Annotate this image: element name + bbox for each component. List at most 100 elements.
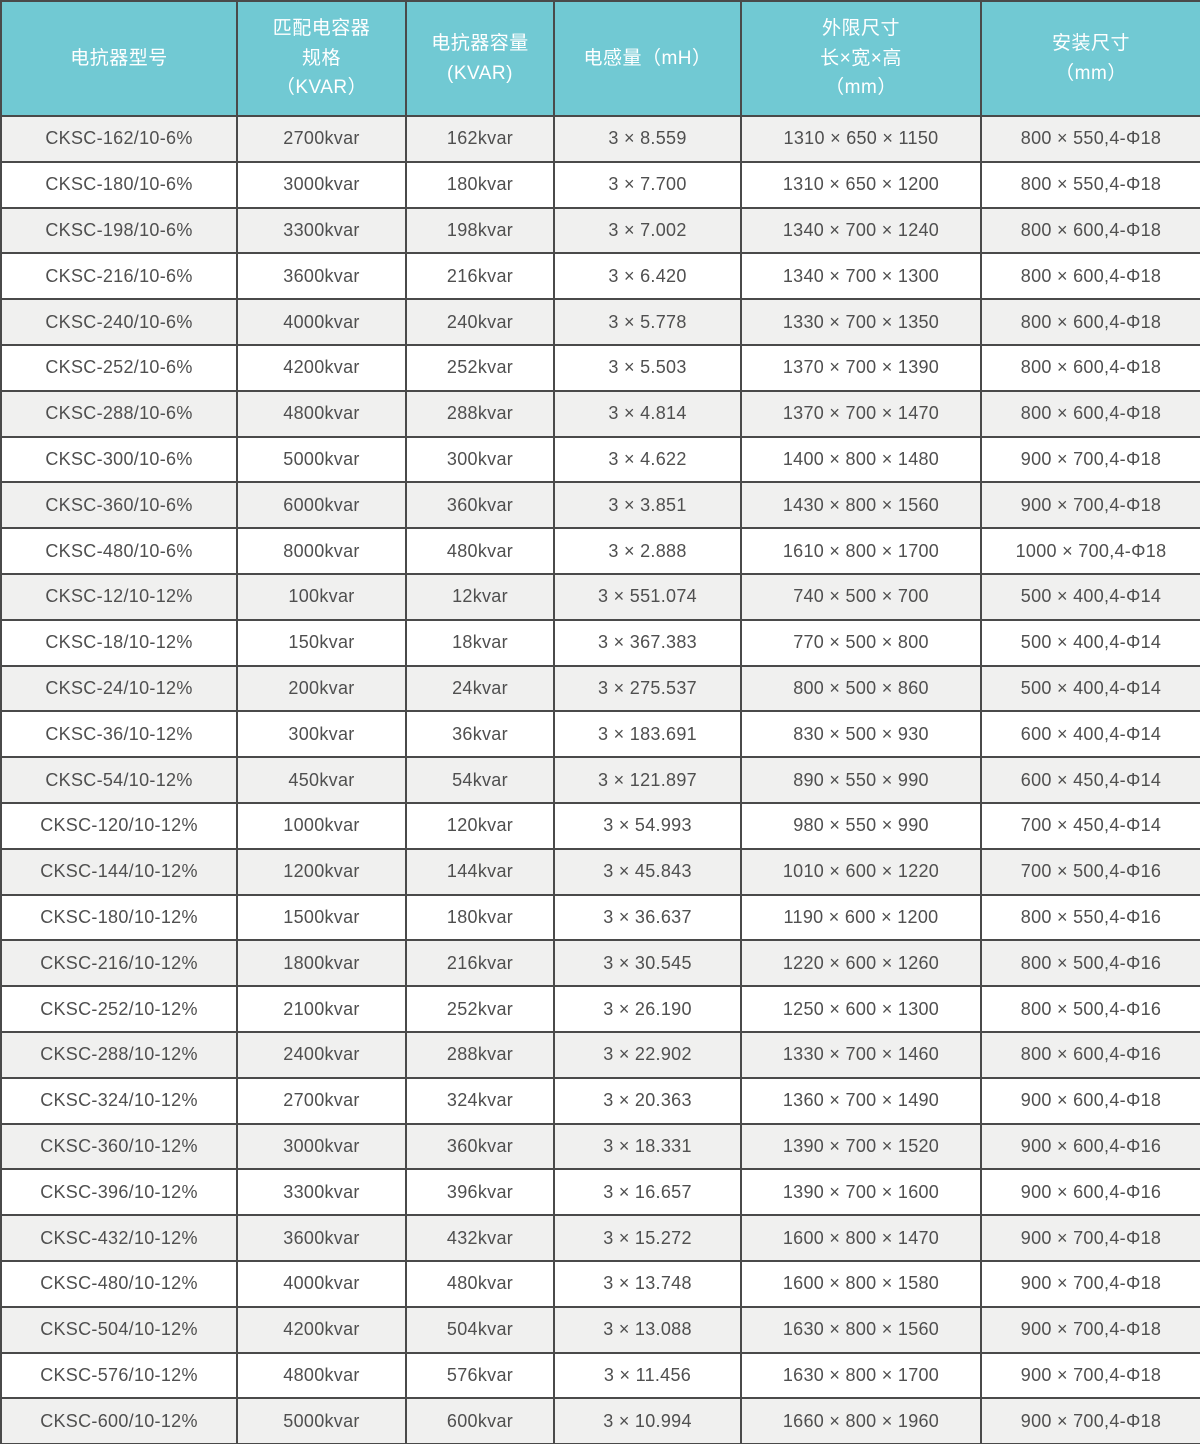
table-row: CKSC-288/10-12% 2400kvar 288kvar 3 × 22.902…: [0, 1030, 1200, 1079]
table-cell: CKSC-240/10-6%: [0, 298, 238, 346]
table-cell: CKSC-216/10-6%: [0, 252, 238, 301]
table-row: CKSC-288/10-6% 4800kvar 288kvar 3 × 4.814 13…: [0, 389, 1200, 438]
table-cell: 1370 × 700 × 1470: [740, 389, 982, 438]
table-row: CKSC-216/10-12% 1800kvar 216kvar 3 × 30.545…: [0, 939, 1200, 988]
table-cell: 3000kvar: [236, 1122, 407, 1171]
table-cell: CKSC-144/10-12%: [0, 847, 238, 896]
table-row: CKSC-36/10-12% 300kvar 36kvar 3 × 183.691 83…: [0, 710, 1200, 759]
table-body: CKSC-162/10-6% 2700kvar 162kvar 3 × 8.559 13…: [0, 115, 1200, 1444]
table-cell: 3 × 275.537: [553, 664, 742, 713]
table-cell: 1010 × 600 × 1220: [740, 847, 982, 896]
table-cell: CKSC-576/10-12%: [0, 1351, 238, 1400]
table-cell: 3 × 5.503: [553, 343, 742, 392]
table-cell: CKSC-24/10-12%: [0, 664, 238, 713]
table-cell: CKSC-396/10-12%: [0, 1168, 238, 1217]
table-cell: CKSC-120/10-12%: [0, 801, 238, 850]
table-row: CKSC-432/10-12% 3600kvar 432kvar 3 × 15.272…: [0, 1214, 1200, 1262]
table-cell: 600kvar: [405, 1397, 555, 1444]
table-cell: 3 × 45.843: [553, 847, 742, 896]
table-cell: 3 × 10.994: [553, 1397, 742, 1444]
table-cell: 1200kvar: [236, 847, 407, 896]
table-cell: 432kvar: [405, 1214, 555, 1262]
table-cell: 500 × 400,4-Φ14: [980, 572, 1200, 621]
table-cell: 18kvar: [405, 618, 555, 667]
table-row: CKSC-252/10-6% 4200kvar 252kvar 3 × 5.503 13…: [0, 343, 1200, 392]
table-cell: CKSC-504/10-12%: [0, 1305, 238, 1354]
table-cell: CKSC-480/10-12%: [0, 1259, 238, 1308]
table-cell: 200kvar: [236, 664, 407, 713]
table-cell: 2700kvar: [236, 1076, 407, 1125]
table-cell: 800 × 600,4-Φ16: [980, 1030, 1200, 1079]
table-row: CKSC-216/10-6% 3600kvar 216kvar 3 × 6.420 13…: [0, 252, 1200, 301]
table-cell: CKSC-600/10-12%: [0, 1397, 238, 1444]
table-cell: 8000kvar: [236, 527, 407, 575]
table-cell: 3 × 6.420: [553, 252, 742, 301]
col-header-model: 电抗器型号: [0, 0, 238, 117]
table-cell: CKSC-180/10-12%: [0, 893, 238, 942]
table-cell: 800 × 550,4-Φ18: [980, 115, 1200, 163]
table-cell: 1800kvar: [236, 939, 407, 988]
col-header-mount-size: 安装尺寸 （mm）: [980, 0, 1200, 117]
table-cell: 4000kvar: [236, 1259, 407, 1308]
table-cell: 1340 × 700 × 1300: [740, 252, 982, 301]
table-cell: 54kvar: [405, 756, 555, 804]
table-row: CKSC-324/10-12% 2700kvar 324kvar 3 × 20.363…: [0, 1076, 1200, 1125]
table-cell: CKSC-36/10-12%: [0, 710, 238, 759]
table-cell: 150kvar: [236, 618, 407, 667]
table-cell: 360kvar: [405, 1122, 555, 1171]
table-cell: 1250 × 600 × 1300: [740, 985, 982, 1033]
table-cell: CKSC-288/10-6%: [0, 389, 238, 438]
table-cell: 800 × 600,4-Φ18: [980, 389, 1200, 438]
table-cell: 900 × 700,4-Φ18: [980, 481, 1200, 530]
table-cell: 800 × 550,4-Φ18: [980, 160, 1200, 209]
table-cell: 800 × 500 × 860: [740, 664, 982, 713]
table-cell: 300kvar: [236, 710, 407, 759]
table-cell: CKSC-162/10-6%: [0, 115, 238, 163]
table-header-row: 电抗器型号 匹配电容器 规格 （KVAR） 电抗器容量 (KVAR) 电感量（m…: [0, 0, 1200, 117]
table-cell: 480kvar: [405, 527, 555, 575]
table-cell: 900 × 600,4-Φ16: [980, 1122, 1200, 1171]
table-cell: 1630 × 800 × 1560: [740, 1305, 982, 1354]
table-cell: 36kvar: [405, 710, 555, 759]
table-cell: 600 × 400,4-Φ14: [980, 710, 1200, 759]
table-cell: 900 × 700,4-Φ18: [980, 1351, 1200, 1400]
table-cell: 576kvar: [405, 1351, 555, 1400]
table-cell: 3300kvar: [236, 1168, 407, 1217]
table-cell: 180kvar: [405, 160, 555, 209]
table-cell: 1390 × 700 × 1600: [740, 1168, 982, 1217]
table-cell: 3 × 7.700: [553, 160, 742, 209]
table-cell: 360kvar: [405, 481, 555, 530]
table-row: CKSC-252/10-12% 2100kvar 252kvar 3 × 26.190…: [0, 985, 1200, 1033]
table-row: CKSC-198/10-6% 3300kvar 198kvar 3 × 7.002 13…: [0, 206, 1200, 255]
table-cell: 3 × 183.691: [553, 710, 742, 759]
table-cell: 740 × 500 × 700: [740, 572, 982, 621]
table-cell: 4800kvar: [236, 389, 407, 438]
table-cell: 1600 × 800 × 1580: [740, 1259, 982, 1308]
table-cell: 3 × 3.851: [553, 481, 742, 530]
table-cell: 288kvar: [405, 389, 555, 438]
table-row: CKSC-396/10-12% 3300kvar 396kvar 3 × 16.657…: [0, 1168, 1200, 1217]
table-cell: 890 × 550 × 990: [740, 756, 982, 804]
table-row: CKSC-480/10-12% 4000kvar 480kvar 3 × 13.748…: [0, 1259, 1200, 1308]
table-cell: 600 × 450,4-Φ14: [980, 756, 1200, 804]
table-cell: 3 × 8.559: [553, 115, 742, 163]
table-cell: 3600kvar: [236, 252, 407, 301]
table-cell: 900 × 700,4-Φ18: [980, 435, 1200, 484]
table-row: CKSC-144/10-12% 1200kvar 144kvar 3 × 45.843…: [0, 847, 1200, 896]
table-cell: CKSC-300/10-6%: [0, 435, 238, 484]
table-cell: 1430 × 800 × 1560: [740, 481, 982, 530]
table-cell: 480kvar: [405, 1259, 555, 1308]
table-row: CKSC-600/10-12% 5000kvar 600kvar 3 × 10.994…: [0, 1397, 1200, 1444]
table-row: CKSC-504/10-12% 4200kvar 504kvar 3 × 13.088…: [0, 1305, 1200, 1354]
table-cell: 4800kvar: [236, 1351, 407, 1400]
table-cell: 162kvar: [405, 115, 555, 163]
table-cell: 144kvar: [405, 847, 555, 896]
table-cell: 1600 × 800 × 1470: [740, 1214, 982, 1262]
table-header: 电抗器型号 匹配电容器 规格 （KVAR） 电抗器容量 (KVAR) 电感量（m…: [0, 0, 1200, 117]
table-cell: 3600kvar: [236, 1214, 407, 1262]
table-cell: 5000kvar: [236, 435, 407, 484]
table-cell: 3 × 11.456: [553, 1351, 742, 1400]
table-cell: 198kvar: [405, 206, 555, 255]
table-cell: CKSC-12/10-12%: [0, 572, 238, 621]
